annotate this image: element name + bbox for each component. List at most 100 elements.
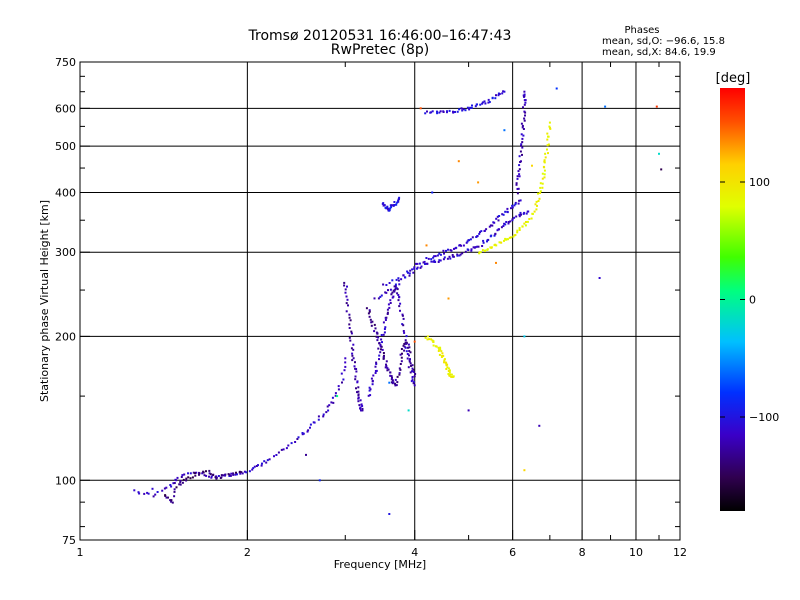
data-point bbox=[394, 283, 397, 286]
data-point bbox=[407, 271, 409, 274]
data-point bbox=[468, 239, 471, 242]
data-point bbox=[183, 473, 186, 476]
data-point bbox=[495, 217, 498, 220]
data-point bbox=[486, 248, 489, 251]
data-point bbox=[345, 310, 348, 313]
data-point bbox=[384, 206, 387, 209]
data-point bbox=[238, 470, 241, 473]
data-point bbox=[361, 405, 364, 407]
x-tick-label: 1 bbox=[77, 546, 84, 559]
data-point bbox=[481, 102, 484, 105]
data-point bbox=[389, 302, 392, 304]
data-point bbox=[491, 224, 494, 227]
x-tick-label: 2 bbox=[244, 546, 251, 559]
data-point bbox=[495, 94, 497, 97]
data-point bbox=[137, 491, 140, 494]
data-point bbox=[472, 246, 475, 249]
data-point bbox=[487, 98, 490, 101]
data-point bbox=[377, 297, 380, 300]
data-point bbox=[396, 288, 399, 291]
data-point bbox=[317, 415, 320, 418]
stray-data-point bbox=[604, 105, 607, 108]
data-point bbox=[369, 394, 372, 397]
data-point bbox=[518, 164, 521, 167]
data-point bbox=[146, 491, 149, 494]
data-point bbox=[548, 125, 551, 128]
data-point bbox=[385, 291, 388, 294]
data-point bbox=[408, 359, 411, 362]
data-point bbox=[357, 396, 360, 399]
data-point bbox=[351, 354, 354, 357]
data-point bbox=[523, 117, 526, 120]
data-point bbox=[171, 501, 174, 504]
data-point bbox=[504, 210, 507, 213]
data-point bbox=[383, 331, 386, 334]
data-point bbox=[462, 108, 465, 111]
data-point bbox=[482, 239, 485, 242]
data-point bbox=[543, 176, 546, 179]
data-point bbox=[425, 257, 428, 259]
data-point bbox=[518, 175, 521, 178]
data-point bbox=[402, 317, 405, 320]
data-point bbox=[462, 244, 465, 247]
data-point bbox=[194, 474, 197, 477]
data-point bbox=[514, 203, 517, 206]
data-point bbox=[405, 350, 408, 353]
data-point bbox=[344, 361, 347, 364]
data-point bbox=[182, 478, 185, 481]
data-point bbox=[348, 327, 351, 329]
data-point bbox=[437, 350, 440, 352]
data-point bbox=[240, 471, 243, 474]
data-point bbox=[285, 447, 288, 450]
data-point bbox=[539, 192, 541, 194]
data-point bbox=[354, 375, 357, 378]
data-point bbox=[470, 106, 473, 109]
data-point bbox=[433, 259, 436, 262]
data-point bbox=[328, 404, 331, 407]
data-point bbox=[398, 296, 401, 299]
data-point bbox=[481, 245, 484, 247]
data-point bbox=[518, 227, 521, 230]
data-point bbox=[453, 247, 455, 250]
colorbar-tick-label: 100 bbox=[749, 176, 770, 189]
data-point bbox=[387, 303, 390, 306]
data-point bbox=[349, 339, 352, 342]
data-point bbox=[243, 470, 246, 473]
data-point bbox=[368, 315, 371, 318]
data-point bbox=[355, 387, 357, 390]
data-point bbox=[342, 378, 345, 381]
stray-data-point bbox=[538, 424, 541, 427]
data-point bbox=[176, 476, 179, 479]
data-point bbox=[189, 477, 192, 480]
data-point bbox=[165, 496, 168, 499]
data-point bbox=[306, 430, 309, 433]
x-tick-label: 10 bbox=[629, 546, 643, 559]
data-point bbox=[302, 432, 305, 435]
data-point bbox=[440, 356, 443, 358]
data-point bbox=[400, 360, 403, 363]
colorbar-ticks: 100 0 −100 bbox=[720, 176, 779, 424]
data-point bbox=[347, 304, 349, 307]
data-point bbox=[220, 474, 223, 477]
data-point bbox=[201, 472, 204, 475]
data-point bbox=[266, 459, 269, 462]
data-point bbox=[512, 235, 515, 238]
data-point bbox=[547, 135, 549, 138]
data-point bbox=[394, 285, 397, 288]
data-point bbox=[408, 274, 411, 277]
data-point bbox=[273, 455, 275, 458]
data-point bbox=[521, 146, 524, 149]
phases-heading: Phases bbox=[624, 25, 659, 36]
data-point bbox=[474, 105, 477, 108]
data-point bbox=[386, 308, 389, 311]
data-point bbox=[356, 381, 359, 384]
data-point bbox=[407, 346, 409, 349]
data-point bbox=[156, 491, 159, 493]
data-point bbox=[543, 173, 546, 176]
data-point bbox=[374, 327, 377, 330]
data-point bbox=[432, 341, 435, 343]
data-point bbox=[343, 281, 346, 284]
data-point bbox=[478, 252, 481, 255]
data-point bbox=[397, 294, 400, 296]
data-point bbox=[381, 202, 384, 205]
